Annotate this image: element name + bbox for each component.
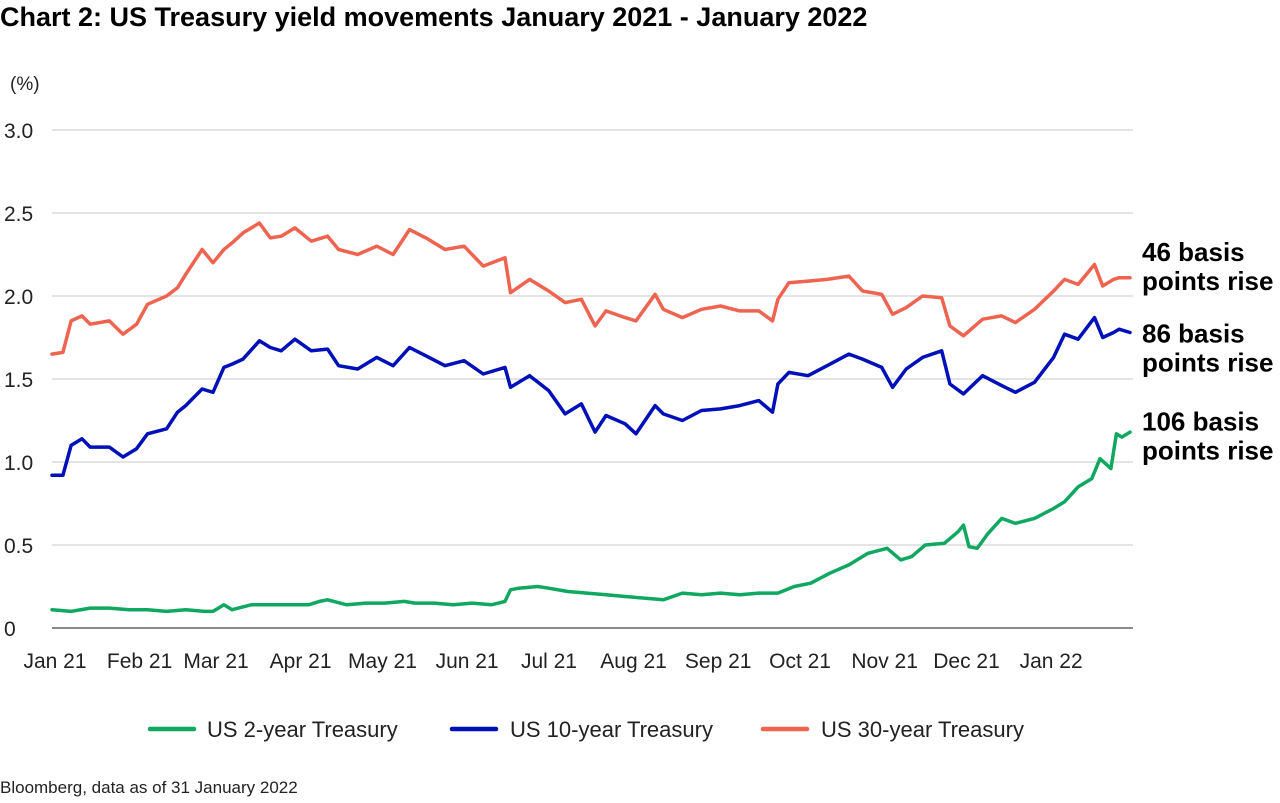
x-tick-label: Sep 21: [685, 650, 752, 673]
annotation-line: 86 basis: [1142, 318, 1245, 348]
y-tick-label: 0.5: [4, 535, 33, 558]
x-tick-label: Jan 21: [23, 650, 86, 673]
annotation-label: 46 basis points rise: [1142, 237, 1273, 296]
x-tick-label: Jul 21: [521, 650, 577, 673]
series-lines: [50, 221, 1132, 614]
y-tick-label: 2.5: [4, 203, 33, 226]
x-tick-label: Jun 21: [436, 650, 499, 673]
gridlines: [52, 129, 1133, 546]
annotation-line: points rise: [1142, 435, 1273, 465]
series-line: [50, 430, 1132, 614]
source-note: Bloomberg, data as of 31 January 2022: [0, 778, 298, 797]
axes: (%) 3.0 2.5 2.0 1.5 1.0 0.5 0 Jan 21 Feb 21 Mar 21…: [4, 74, 1133, 673]
legend-label: US 30-year Treasury: [821, 717, 1024, 742]
annotation-label: 86 basis points rise: [1142, 318, 1273, 377]
series-line: [50, 221, 1132, 356]
annotation-line: points rise: [1142, 266, 1273, 296]
x-tick-label: Feb 21: [107, 650, 172, 673]
x-tick-label: Nov 21: [851, 650, 918, 673]
annotation-line: 46 basis: [1142, 237, 1245, 267]
chart-title: Chart 2: US Treasury yield movements Jan…: [0, 2, 868, 32]
y-tick-label: 3.0: [4, 120, 33, 143]
y-tick-label: 2.0: [4, 286, 33, 309]
y-tick-label: 1.0: [4, 452, 33, 475]
x-tick-label: May 21: [348, 650, 417, 673]
legend: US 2-year Treasury US 10-year Treasury US …: [147, 717, 1024, 742]
legend-label: US 2-year Treasury: [207, 717, 398, 742]
x-tick-label: Dec 21: [933, 650, 1000, 673]
x-tick-label: Apr 21: [270, 650, 332, 673]
y-tick-label: 0: [4, 618, 16, 641]
annotation-line: points rise: [1142, 347, 1273, 377]
x-tick-label: Mar 21: [183, 650, 248, 673]
annotation-line: 106 basis: [1142, 406, 1259, 436]
y-tick-label: 1.5: [4, 369, 33, 392]
series-line: [50, 315, 1132, 478]
legend-label: US 10-year Treasury: [510, 717, 713, 742]
line-chart: (%) 3.0 2.5 2.0 1.5 1.0 0.5 0 Jan 21 Feb 21 Mar 21…: [4, 74, 1273, 742]
x-tick-label: Jan 22: [1020, 650, 1083, 673]
x-tick-label: Oct 21: [769, 650, 831, 673]
y-axis-unit-label: (%): [10, 74, 40, 95]
annotation-label: 106 basis points rise: [1142, 406, 1273, 465]
x-tick-label: Aug 21: [600, 650, 667, 673]
